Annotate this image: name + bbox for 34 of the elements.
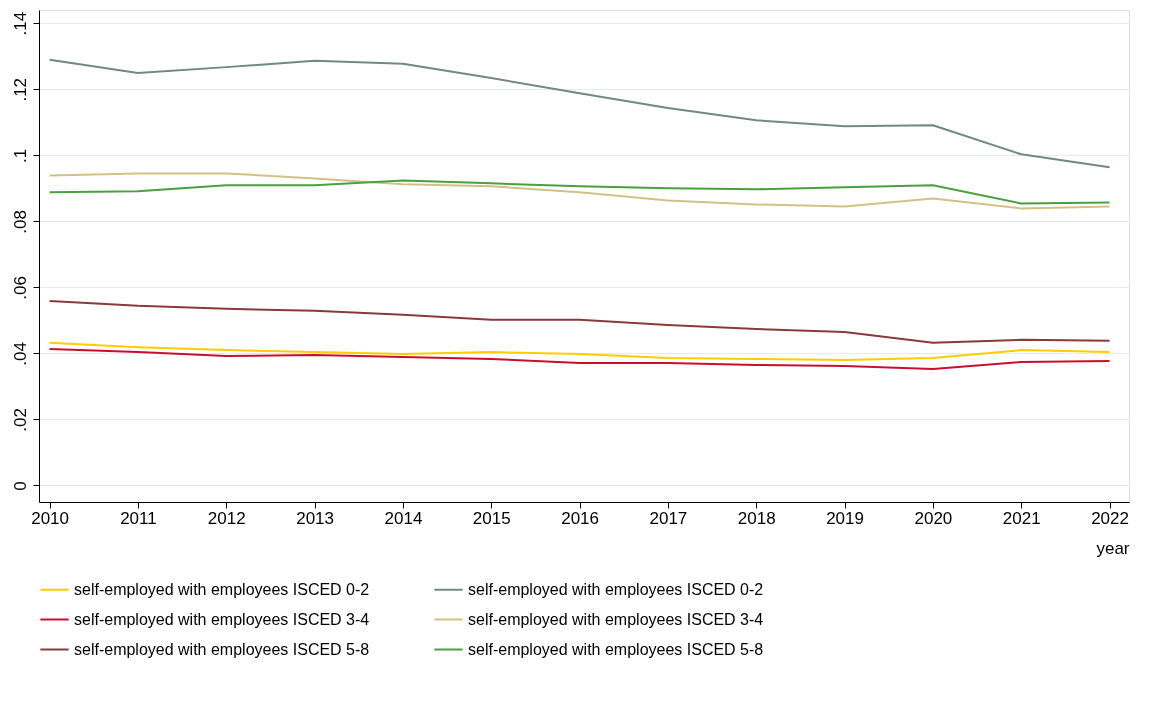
y-tick-label: .14	[10, 11, 30, 36]
x-axis-title: year	[1096, 538, 1130, 558]
x-tick-label: 2022	[1091, 508, 1129, 528]
x-tick-label: 2010	[31, 508, 70, 528]
line-series	[48, 299, 1111, 344]
x-tick-label: 2018	[737, 508, 776, 528]
x-tick-label: 2019	[826, 508, 864, 528]
line-series	[48, 341, 1111, 362]
x-tick-label: 2017	[649, 508, 688, 528]
legend-label: self-employed with employees ISCED 5-8	[468, 640, 764, 658]
x-tick-label: 2021	[1002, 508, 1041, 528]
x-tick-label: 2016	[561, 508, 599, 528]
y-tick-label: .12	[10, 77, 30, 102]
line-series	[48, 179, 1111, 205]
x-tick-label: 2014	[384, 508, 423, 528]
line-series	[48, 172, 1111, 210]
y-tick-label: .1	[10, 148, 30, 163]
legend-label: self-employed with employees ISCED 0-2	[468, 580, 764, 598]
x-tick-label: 2013	[296, 508, 335, 528]
x-tick-label: 2020	[914, 508, 953, 528]
x-tick-label: 2012	[207, 508, 246, 528]
legend-label: self-employed with employees ISCED 5-8	[74, 640, 370, 658]
x-tick-label: 2011	[120, 508, 157, 528]
line-series	[48, 348, 1111, 370]
y-tick-label: 0	[10, 481, 30, 491]
legend-label: self-employed with employees ISCED 3-4	[74, 610, 370, 628]
y-tick-label: .02	[10, 408, 30, 432]
legend-label: self-employed with employees ISCED 0-2	[74, 580, 370, 598]
y-tick-label: .04	[10, 342, 30, 366]
x-tick-label: 2015	[472, 508, 511, 528]
line-series	[48, 58, 1111, 169]
y-tick-label: .06	[10, 276, 30, 300]
legend-label: self-employed with employees ISCED 3-4	[468, 610, 764, 628]
y-tick-label: .08	[10, 210, 30, 234]
